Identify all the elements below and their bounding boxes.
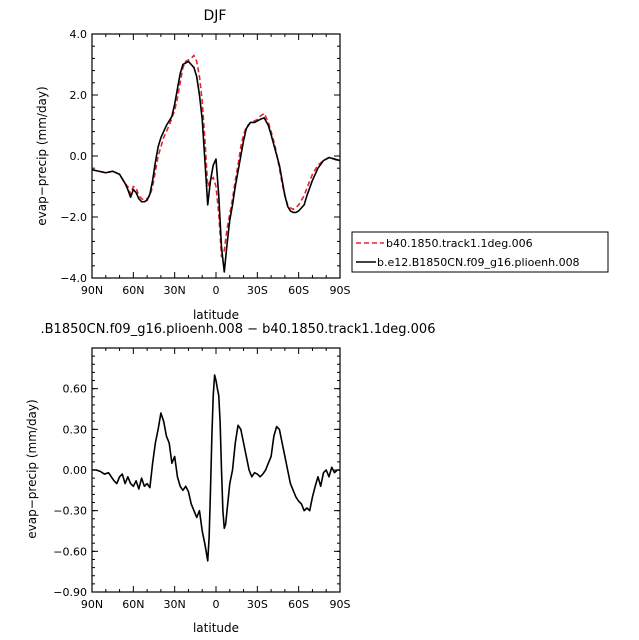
top-xlabel: latitude (193, 308, 239, 322)
x-tick-label: 90S (330, 284, 351, 297)
legend-box (351, 231, 609, 273)
x-tick-label: 90S (330, 598, 351, 611)
y-tick-label: 2.0 (70, 89, 88, 102)
x-tick-label: 90N (81, 284, 103, 297)
y-tick-label: 0.60 (63, 383, 88, 396)
y-tick-label: −0.30 (53, 505, 87, 518)
x-tick-label: 60S (288, 598, 309, 611)
bottom-series (92, 374, 340, 562)
y-tick-label: −0.90 (53, 586, 87, 599)
x-tick-label: 30N (164, 598, 186, 611)
y-tick-label: 0.0 (70, 150, 88, 163)
x-tick-label: 60S (288, 284, 309, 297)
y-tick-label: −0.60 (53, 545, 87, 558)
legend-label-red: b40.1850.track1.1deg.006 (386, 237, 533, 250)
bottom-plot-frame (91, 347, 341, 593)
top-plot-frame (91, 33, 341, 279)
y-tick-label: 0.00 (63, 464, 88, 477)
x-tick-label: 30S (247, 284, 268, 297)
y-tick-label: −2.0 (60, 211, 87, 224)
x-tick-label: 0 (213, 284, 220, 297)
y-tick-label: 0.30 (63, 423, 88, 436)
series-line-1 (91, 60, 341, 273)
x-tick-label: 30N (164, 284, 186, 297)
series-line-0 (91, 54, 341, 258)
x-tick-label: 30S (247, 598, 268, 611)
bottom-ylabel: evap−precip (mm/day) (25, 399, 39, 538)
top-ylabel: evap−precip (mm/day) (35, 86, 49, 225)
x-tick-label: 0 (213, 598, 220, 611)
top-series (91, 54, 341, 273)
x-tick-label: 60N (122, 598, 144, 611)
bottom-title: .B1850CN.f09_g16.plioenh.008 − b40.1850.… (41, 322, 436, 337)
legend: b40.1850.track1.1deg.006 b.e12.B1850CN.f… (351, 231, 609, 273)
series-line-0 (92, 374, 340, 562)
bottom-panel: .B1850CN.f09_g16.plioenh.008 − b40.1850.… (25, 322, 435, 635)
top-title: DJF (204, 8, 227, 24)
bottom-ticks: 90N 60N 30N 0 30S 60S 90S 0.60 0.30 0.00 −0.30 −0.6… (53, 347, 351, 611)
top-panel: DJF evap−precip (mm/day) latitude 90N 60N… (35, 8, 351, 322)
top-ticks: 90N 60N 30N 0 30S 60S 90S 4.0 2.0 0.0 −2.0 −4.0 (60, 28, 350, 297)
legend-label-black: b.e12.B1850CN.f09_g16.plioenh.008 (377, 256, 580, 269)
x-tick-label: 60N (122, 284, 144, 297)
y-tick-label: −4.0 (60, 272, 87, 285)
bottom-xlabel: latitude (193, 621, 239, 635)
y-tick-label: 4.0 (70, 28, 88, 41)
x-tick-label: 90N (81, 598, 103, 611)
